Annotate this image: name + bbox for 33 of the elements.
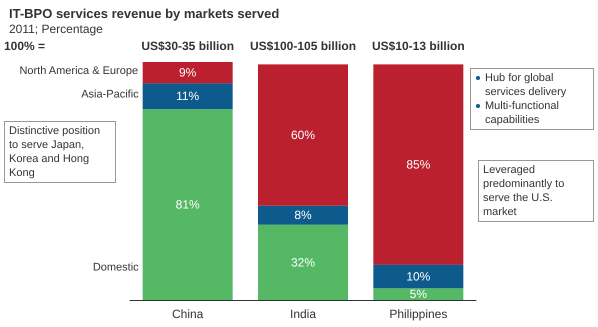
data-label: 10% (406, 269, 431, 284)
callout-box: Leveraged predominantly to serve the U.S. market (478, 160, 594, 222)
bar (373, 264, 464, 288)
total-label: US$30-35 billion (141, 39, 234, 53)
bar (142, 83, 233, 110)
chart-subtitle: 2011; Percentage (9, 22, 104, 36)
bar (258, 224, 348, 300)
data-label: 60% (290, 128, 316, 142)
bar (142, 62, 233, 84)
data-label: 11% (176, 89, 200, 104)
x-tick-label: Philippines (389, 307, 448, 321)
x-tick-label: China (172, 307, 204, 321)
data-label: 8% (294, 208, 312, 222)
total-label: US$100-105 billion (250, 39, 356, 53)
series-label: Domestic (92, 262, 140, 274)
series-label: North America & Europe (19, 65, 138, 78)
callout-box: Distinctive position to serve Japan, Korea and Hong Kong (4, 121, 116, 183)
data-label: 32% (290, 255, 316, 270)
bar (258, 64, 348, 206)
series-label: Asia-Pacific (81, 88, 140, 101)
bar (373, 64, 464, 265)
data-label: 5% (410, 287, 428, 302)
chart-title: IT-BPO services revenue by markets served (9, 6, 280, 21)
data-label: 81% (176, 198, 200, 212)
callout-box: Hub for global services delivery Multi-functional capabilities (470, 68, 594, 130)
x-tick-label: India (290, 307, 316, 321)
text: 100% = (4, 39, 46, 53)
bar (373, 288, 464, 300)
data-label: 85% (406, 158, 431, 172)
bar (142, 109, 233, 300)
bar (258, 206, 348, 225)
data-label: 9% (178, 66, 197, 80)
total-label: US$10-13 billion (372, 39, 465, 53)
